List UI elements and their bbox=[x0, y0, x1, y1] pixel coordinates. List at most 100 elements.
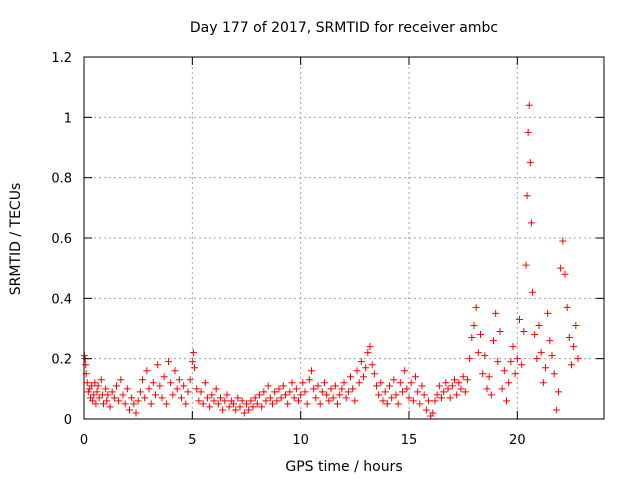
data-point bbox=[84, 388, 92, 396]
data-point bbox=[533, 355, 541, 363]
data-point bbox=[195, 397, 203, 405]
data-point bbox=[156, 382, 164, 390]
data-point bbox=[139, 376, 146, 384]
data-point bbox=[238, 397, 246, 405]
data-point bbox=[141, 394, 149, 402]
data-point bbox=[401, 367, 409, 375]
data-point bbox=[539, 379, 547, 387]
data-point bbox=[245, 406, 253, 414]
data-point bbox=[396, 379, 404, 387]
data-point bbox=[442, 379, 450, 387]
data-point bbox=[323, 391, 331, 399]
data-point bbox=[201, 379, 209, 387]
data-point bbox=[310, 385, 318, 393]
data-point bbox=[537, 349, 545, 357]
data-point bbox=[173, 385, 181, 393]
data-point bbox=[273, 397, 281, 405]
data-point bbox=[479, 370, 487, 378]
data-point bbox=[386, 382, 393, 390]
data-point bbox=[574, 355, 582, 363]
data-point bbox=[523, 192, 531, 200]
data-point bbox=[557, 264, 565, 272]
data-point bbox=[295, 397, 302, 405]
data-point bbox=[477, 331, 484, 339]
data-point bbox=[511, 370, 519, 378]
data-point bbox=[115, 397, 123, 405]
data-point bbox=[175, 376, 183, 384]
data-point bbox=[119, 391, 127, 399]
grid bbox=[84, 57, 604, 419]
data-point bbox=[269, 400, 276, 408]
data-point bbox=[308, 367, 315, 375]
data-point bbox=[455, 379, 463, 387]
data-point bbox=[318, 388, 326, 396]
data-point bbox=[184, 388, 192, 396]
data-point bbox=[145, 385, 153, 393]
data-point bbox=[561, 270, 569, 278]
data-point bbox=[362, 364, 370, 372]
data-point bbox=[453, 391, 461, 399]
data-point bbox=[88, 382, 96, 390]
data-point bbox=[498, 385, 506, 393]
x-tick-label: 15 bbox=[401, 433, 418, 448]
data-point bbox=[570, 343, 578, 351]
data-point bbox=[210, 397, 218, 405]
y-tick-label: 1 bbox=[64, 111, 72, 126]
data-point bbox=[496, 328, 504, 336]
data-point bbox=[253, 400, 261, 408]
data-point bbox=[249, 403, 257, 411]
data-point bbox=[126, 406, 133, 414]
data-point bbox=[286, 388, 294, 396]
data-point bbox=[256, 391, 263, 399]
data-point bbox=[197, 388, 205, 396]
data-point bbox=[403, 385, 411, 393]
data-point bbox=[405, 394, 413, 402]
data-points bbox=[80, 101, 582, 420]
data-point bbox=[316, 400, 324, 408]
data-point bbox=[399, 388, 406, 396]
data-point bbox=[303, 400, 311, 408]
data-point bbox=[260, 388, 268, 396]
data-point bbox=[507, 358, 515, 366]
data-point bbox=[526, 159, 534, 167]
data-point bbox=[340, 379, 348, 387]
data-point bbox=[167, 379, 175, 387]
data-point bbox=[422, 406, 430, 414]
data-point bbox=[290, 394, 298, 402]
data-point bbox=[199, 400, 207, 408]
data-point bbox=[381, 388, 389, 396]
data-point bbox=[394, 400, 402, 408]
data-point bbox=[91, 379, 99, 387]
x-tick-label: 0 bbox=[80, 433, 88, 448]
y-tick-label: 0.8 bbox=[51, 172, 72, 187]
data-point bbox=[128, 394, 136, 402]
data-point bbox=[334, 400, 341, 408]
data-point bbox=[500, 367, 508, 375]
data-point bbox=[152, 391, 159, 399]
data-point bbox=[102, 385, 110, 393]
data-point bbox=[555, 388, 562, 396]
data-point bbox=[516, 315, 523, 323]
data-point bbox=[193, 385, 201, 393]
data-point bbox=[349, 385, 357, 393]
data-point bbox=[110, 394, 118, 402]
data-point bbox=[117, 376, 125, 384]
data-point bbox=[297, 391, 305, 399]
data-point bbox=[240, 409, 248, 417]
data-point bbox=[266, 394, 274, 402]
data-point bbox=[351, 397, 359, 405]
data-point bbox=[189, 349, 197, 357]
data-point bbox=[92, 400, 100, 408]
data-point bbox=[464, 376, 471, 384]
data-point bbox=[338, 385, 346, 393]
data-point bbox=[132, 409, 140, 417]
data-point bbox=[121, 400, 129, 408]
data-point bbox=[364, 349, 372, 357]
data-point bbox=[271, 388, 279, 396]
data-point bbox=[232, 406, 240, 414]
data-point bbox=[513, 355, 521, 363]
data-point bbox=[214, 400, 222, 408]
data-point bbox=[418, 382, 426, 390]
data-point bbox=[548, 352, 556, 360]
